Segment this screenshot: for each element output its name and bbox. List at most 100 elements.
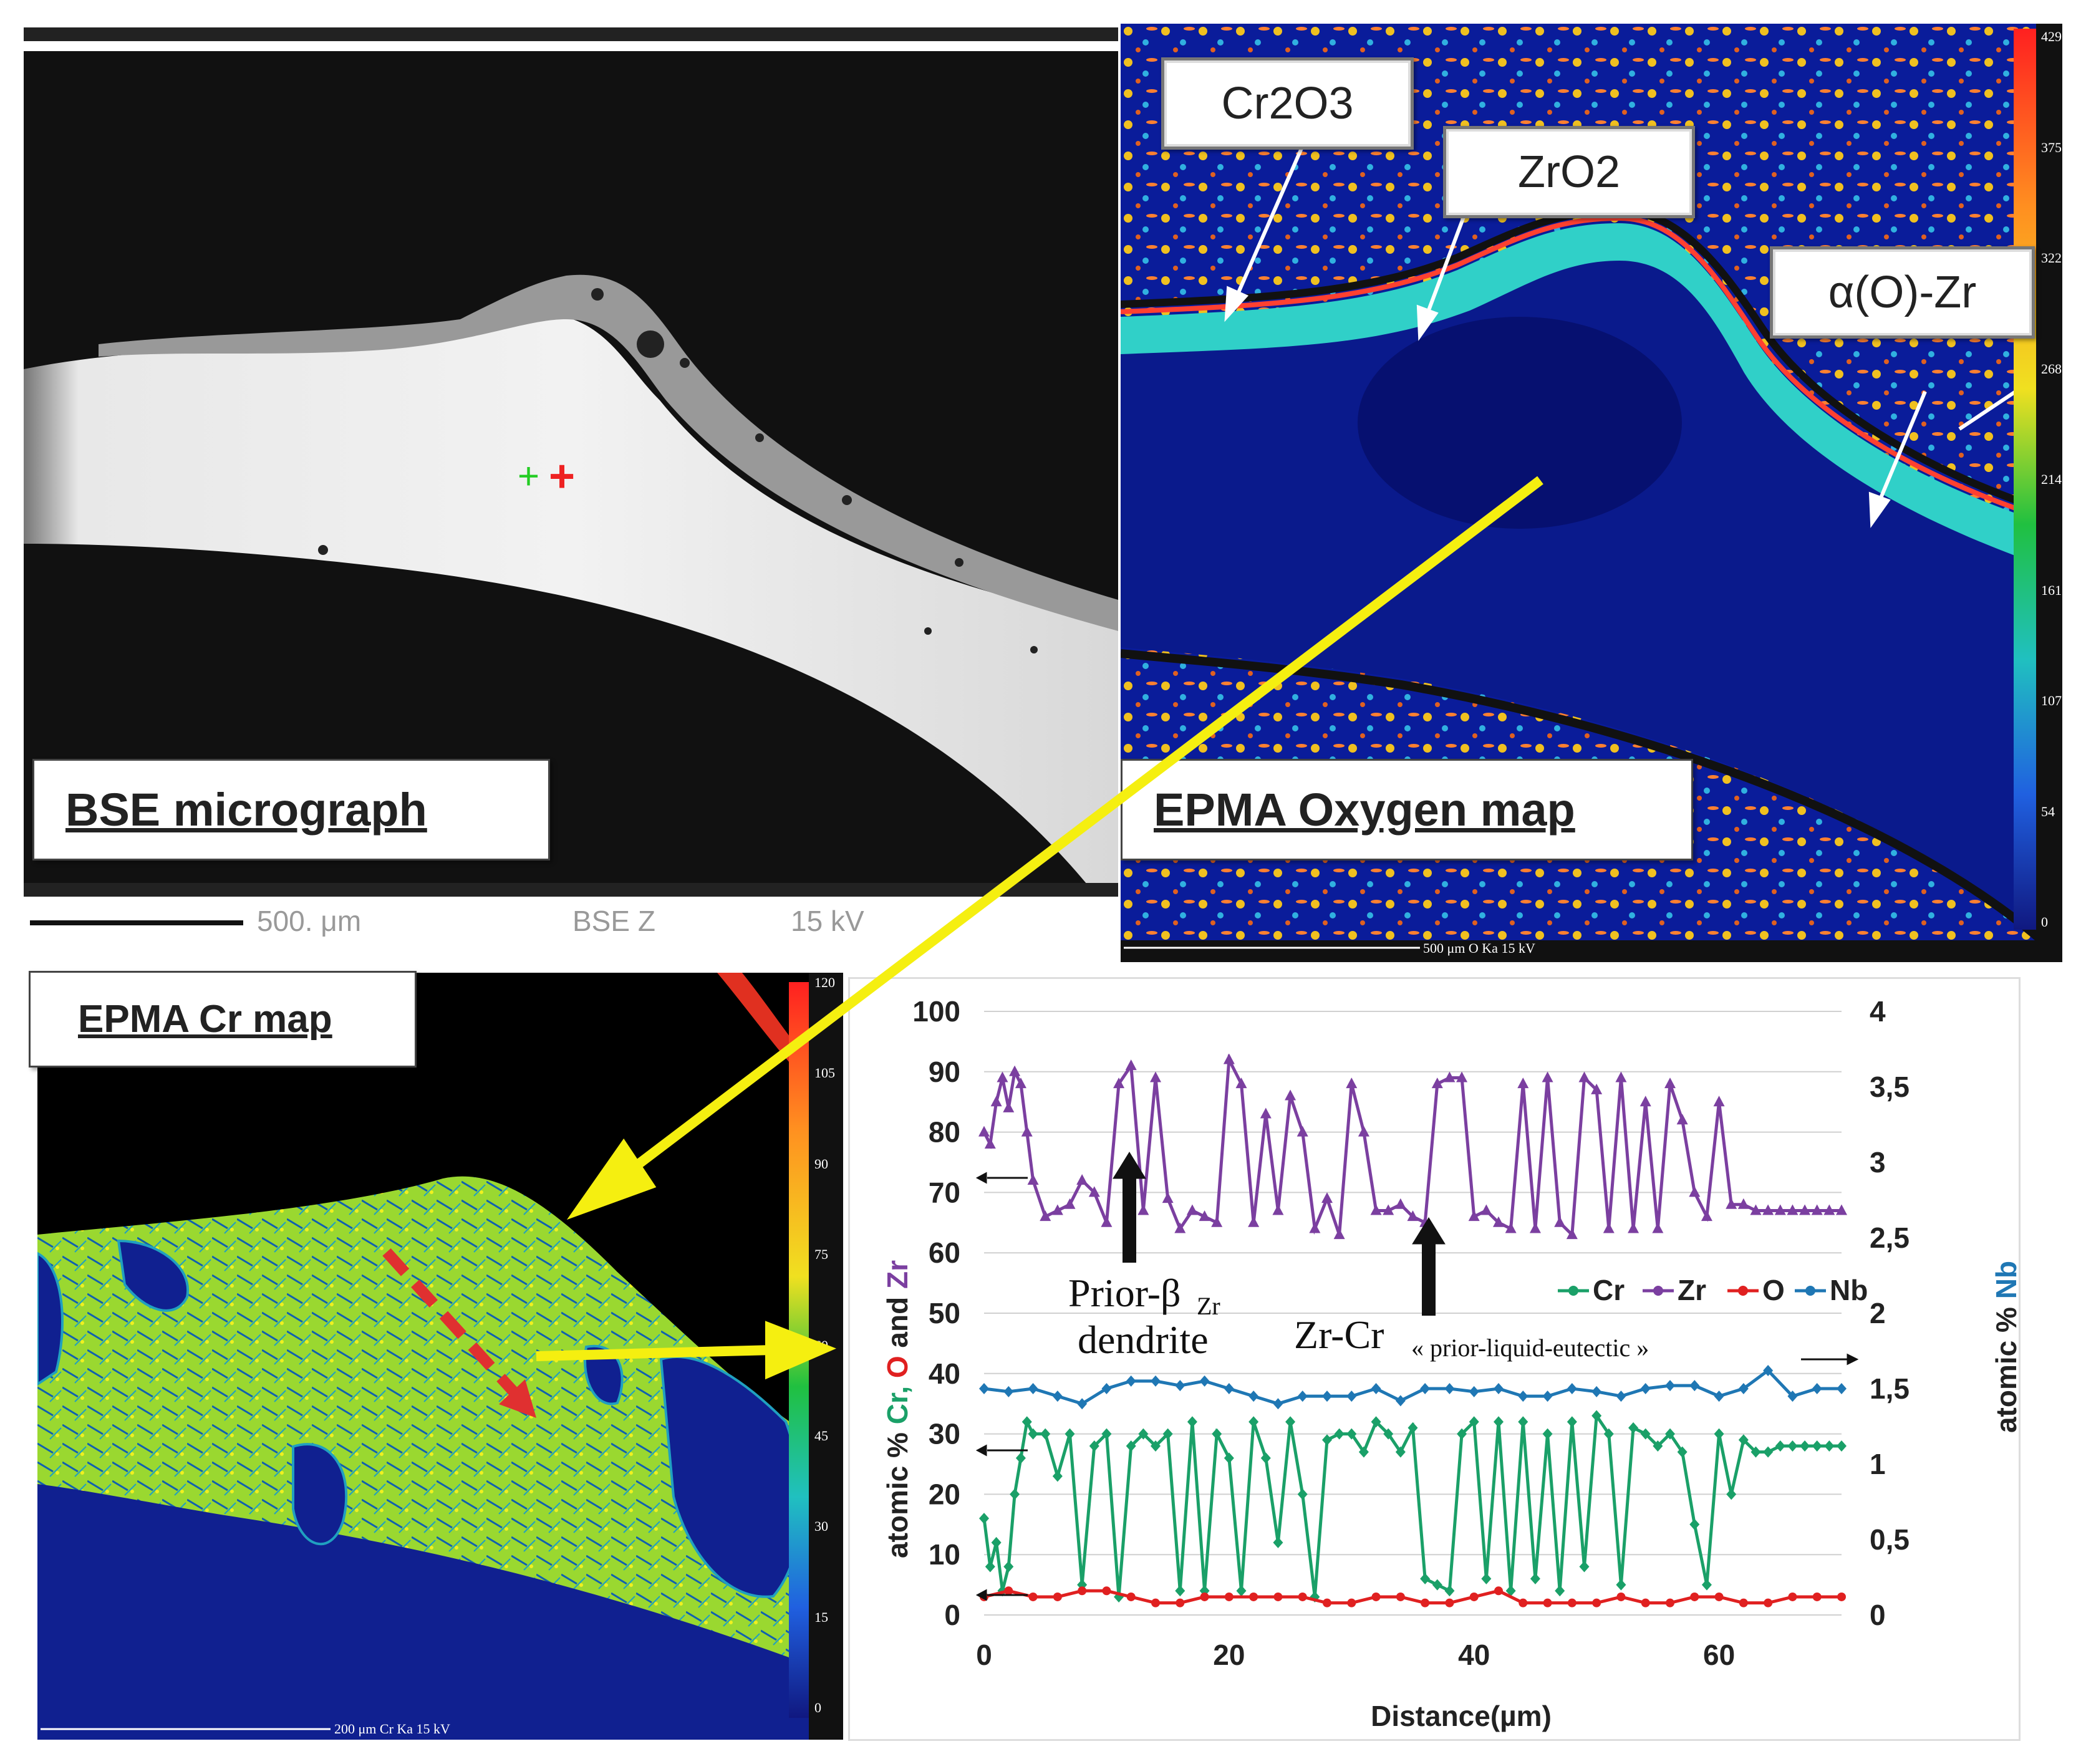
data-point-zr (1248, 1216, 1260, 1227)
data-point-o (1616, 1592, 1626, 1601)
y-left-tick-label: 60 (929, 1236, 960, 1269)
data-point-cr (1579, 1561, 1590, 1573)
y-right-tick-label: 1 (1870, 1448, 1886, 1480)
data-point-zr (1076, 1174, 1088, 1185)
data-point-cr (1787, 1440, 1798, 1452)
zro2-label: ZrO2 (1517, 147, 1620, 197)
y-left-tick-label: 70 (929, 1176, 960, 1208)
data-point-o (1347, 1598, 1356, 1607)
y-right-label-nb: Nb (1990, 1261, 2021, 1299)
data-point-cr (1248, 1416, 1259, 1428)
colorbar-tick-label: 0 (2041, 914, 2048, 930)
data-point-zr (1468, 1210, 1480, 1222)
data-point-zr (1578, 1071, 1590, 1082)
data-point-nb (1101, 1383, 1112, 1394)
colorbar-tick-label: 105 (814, 1065, 835, 1081)
data-point-nb (1444, 1383, 1455, 1394)
data-point-o (1421, 1598, 1430, 1607)
data-point-zr (1542, 1071, 1553, 1082)
data-point-nb (1003, 1386, 1014, 1397)
data-point-cr (1616, 1579, 1626, 1591)
data-point-nb (1420, 1383, 1431, 1394)
legend-marker-cr (1568, 1286, 1578, 1296)
data-point-cr (1089, 1440, 1099, 1452)
data-point-zr (984, 1137, 996, 1149)
data-point-nb (1837, 1383, 1847, 1394)
data-point-cr (1653, 1440, 1663, 1452)
data-point-cr (1714, 1428, 1724, 1440)
data-point-zr (1737, 1198, 1749, 1209)
data-point-o (1396, 1592, 1405, 1601)
data-point-zr (1676, 1114, 1688, 1125)
bse-micrograph-label: BSE micrograph (32, 759, 550, 860)
data-point-zr (1517, 1077, 1529, 1089)
data-point-zr (1358, 1125, 1369, 1137)
data-point-cr (1162, 1428, 1173, 1440)
data-point-o (1323, 1598, 1331, 1607)
bse-scale-bar (30, 920, 243, 925)
data-point-nb (1763, 1364, 1774, 1376)
data-point-o (1224, 1592, 1234, 1601)
colorbar-tick-label: 30 (814, 1518, 828, 1535)
data-point-zr (1125, 1059, 1137, 1071)
oxygen-colorbar-ticks: 429 375 322 268 214 161 107 54 0 (2037, 24, 2062, 940)
data-point-zr (1285, 1089, 1297, 1101)
cr2o3-label: Cr2O3 (1221, 79, 1354, 128)
x-tick-label: 0 (976, 1639, 992, 1671)
legend-label-nb: Nb (1830, 1274, 1868, 1306)
colorbar-tick-label: 15 (814, 1609, 828, 1625)
data-point-cr (1408, 1422, 1418, 1434)
data-point-cr (1603, 1428, 1614, 1440)
data-point-zr (1529, 1222, 1541, 1233)
data-point-o (1371, 1592, 1381, 1601)
data-point-zr (1088, 1186, 1100, 1197)
data-point-nb (1395, 1395, 1406, 1407)
x-tick-label: 40 (1458, 1639, 1490, 1671)
cr2o3-callout: Cr2O3 (1161, 57, 1414, 150)
legend-label-zr: Zr (1678, 1274, 1706, 1306)
y-left-tick-label: 20 (929, 1478, 960, 1510)
data-point-nb (1738, 1383, 1749, 1394)
y-right-label-part1: atomic % (1990, 1299, 2021, 1433)
oxygen-map-label: EPMA Oxygen map (1121, 759, 1693, 860)
y-left-axis-label: atomic % Cr, O and Zr (881, 1260, 914, 1558)
data-point-o (1298, 1592, 1307, 1601)
data-point-cr (1021, 1416, 1032, 1428)
data-point-nb (1567, 1383, 1577, 1394)
legend-label-o: O (1762, 1274, 1785, 1306)
colorbar-tick-label: 429 (2041, 29, 2062, 44)
y-left-label-and: and (881, 1289, 914, 1348)
data-point-cr (1383, 1428, 1394, 1440)
data-point-zr (1009, 1065, 1021, 1076)
y-left-tick-label: 30 (929, 1418, 960, 1450)
data-point-zr (1823, 1204, 1835, 1215)
data-point-cr (1505, 1585, 1516, 1597)
colorbar-tick-label: 107 (2041, 693, 2062, 708)
data-point-cr (991, 1536, 1002, 1548)
green-crosshair-icon: + (518, 455, 540, 497)
y-left-tick-label: 50 (929, 1297, 960, 1329)
data-point-o (1126, 1592, 1136, 1601)
data-point-cr (1738, 1434, 1749, 1446)
profile-chart-panel: 0 10 20 30 40 50 60 70 80 90 100 0 0,5 1 1,5 2 2,5 3 3,5 4 0… (848, 977, 2021, 1741)
data-point-cr (1775, 1440, 1785, 1452)
data-point-cr (1812, 1440, 1822, 1452)
data-point-cr (1530, 1573, 1540, 1584)
data-point-zr (1480, 1204, 1492, 1215)
colorbar-tick-label: 54 (2041, 803, 2055, 819)
y-left-label-part1: atomic % (881, 1424, 914, 1558)
cr-map-footer: 200 μm Cr Ka 15 kV (334, 1721, 450, 1737)
data-point-o (1004, 1586, 1013, 1596)
data-point-cr (1494, 1416, 1504, 1428)
dendrite-annotation-line2: dendrite (1078, 1318, 1209, 1362)
data-point-zr (1297, 1125, 1308, 1137)
data-point-zr (1137, 1204, 1149, 1215)
data-point-zr (1113, 1077, 1125, 1089)
data-point-zr (1603, 1222, 1615, 1233)
data-point-zr (1774, 1204, 1786, 1215)
data-point-zr (1199, 1210, 1210, 1222)
data-point-zr (1456, 1071, 1468, 1082)
data-point-nb (1151, 1375, 1161, 1387)
data-point-nb (1616, 1390, 1626, 1402)
data-point-o (1053, 1592, 1062, 1601)
